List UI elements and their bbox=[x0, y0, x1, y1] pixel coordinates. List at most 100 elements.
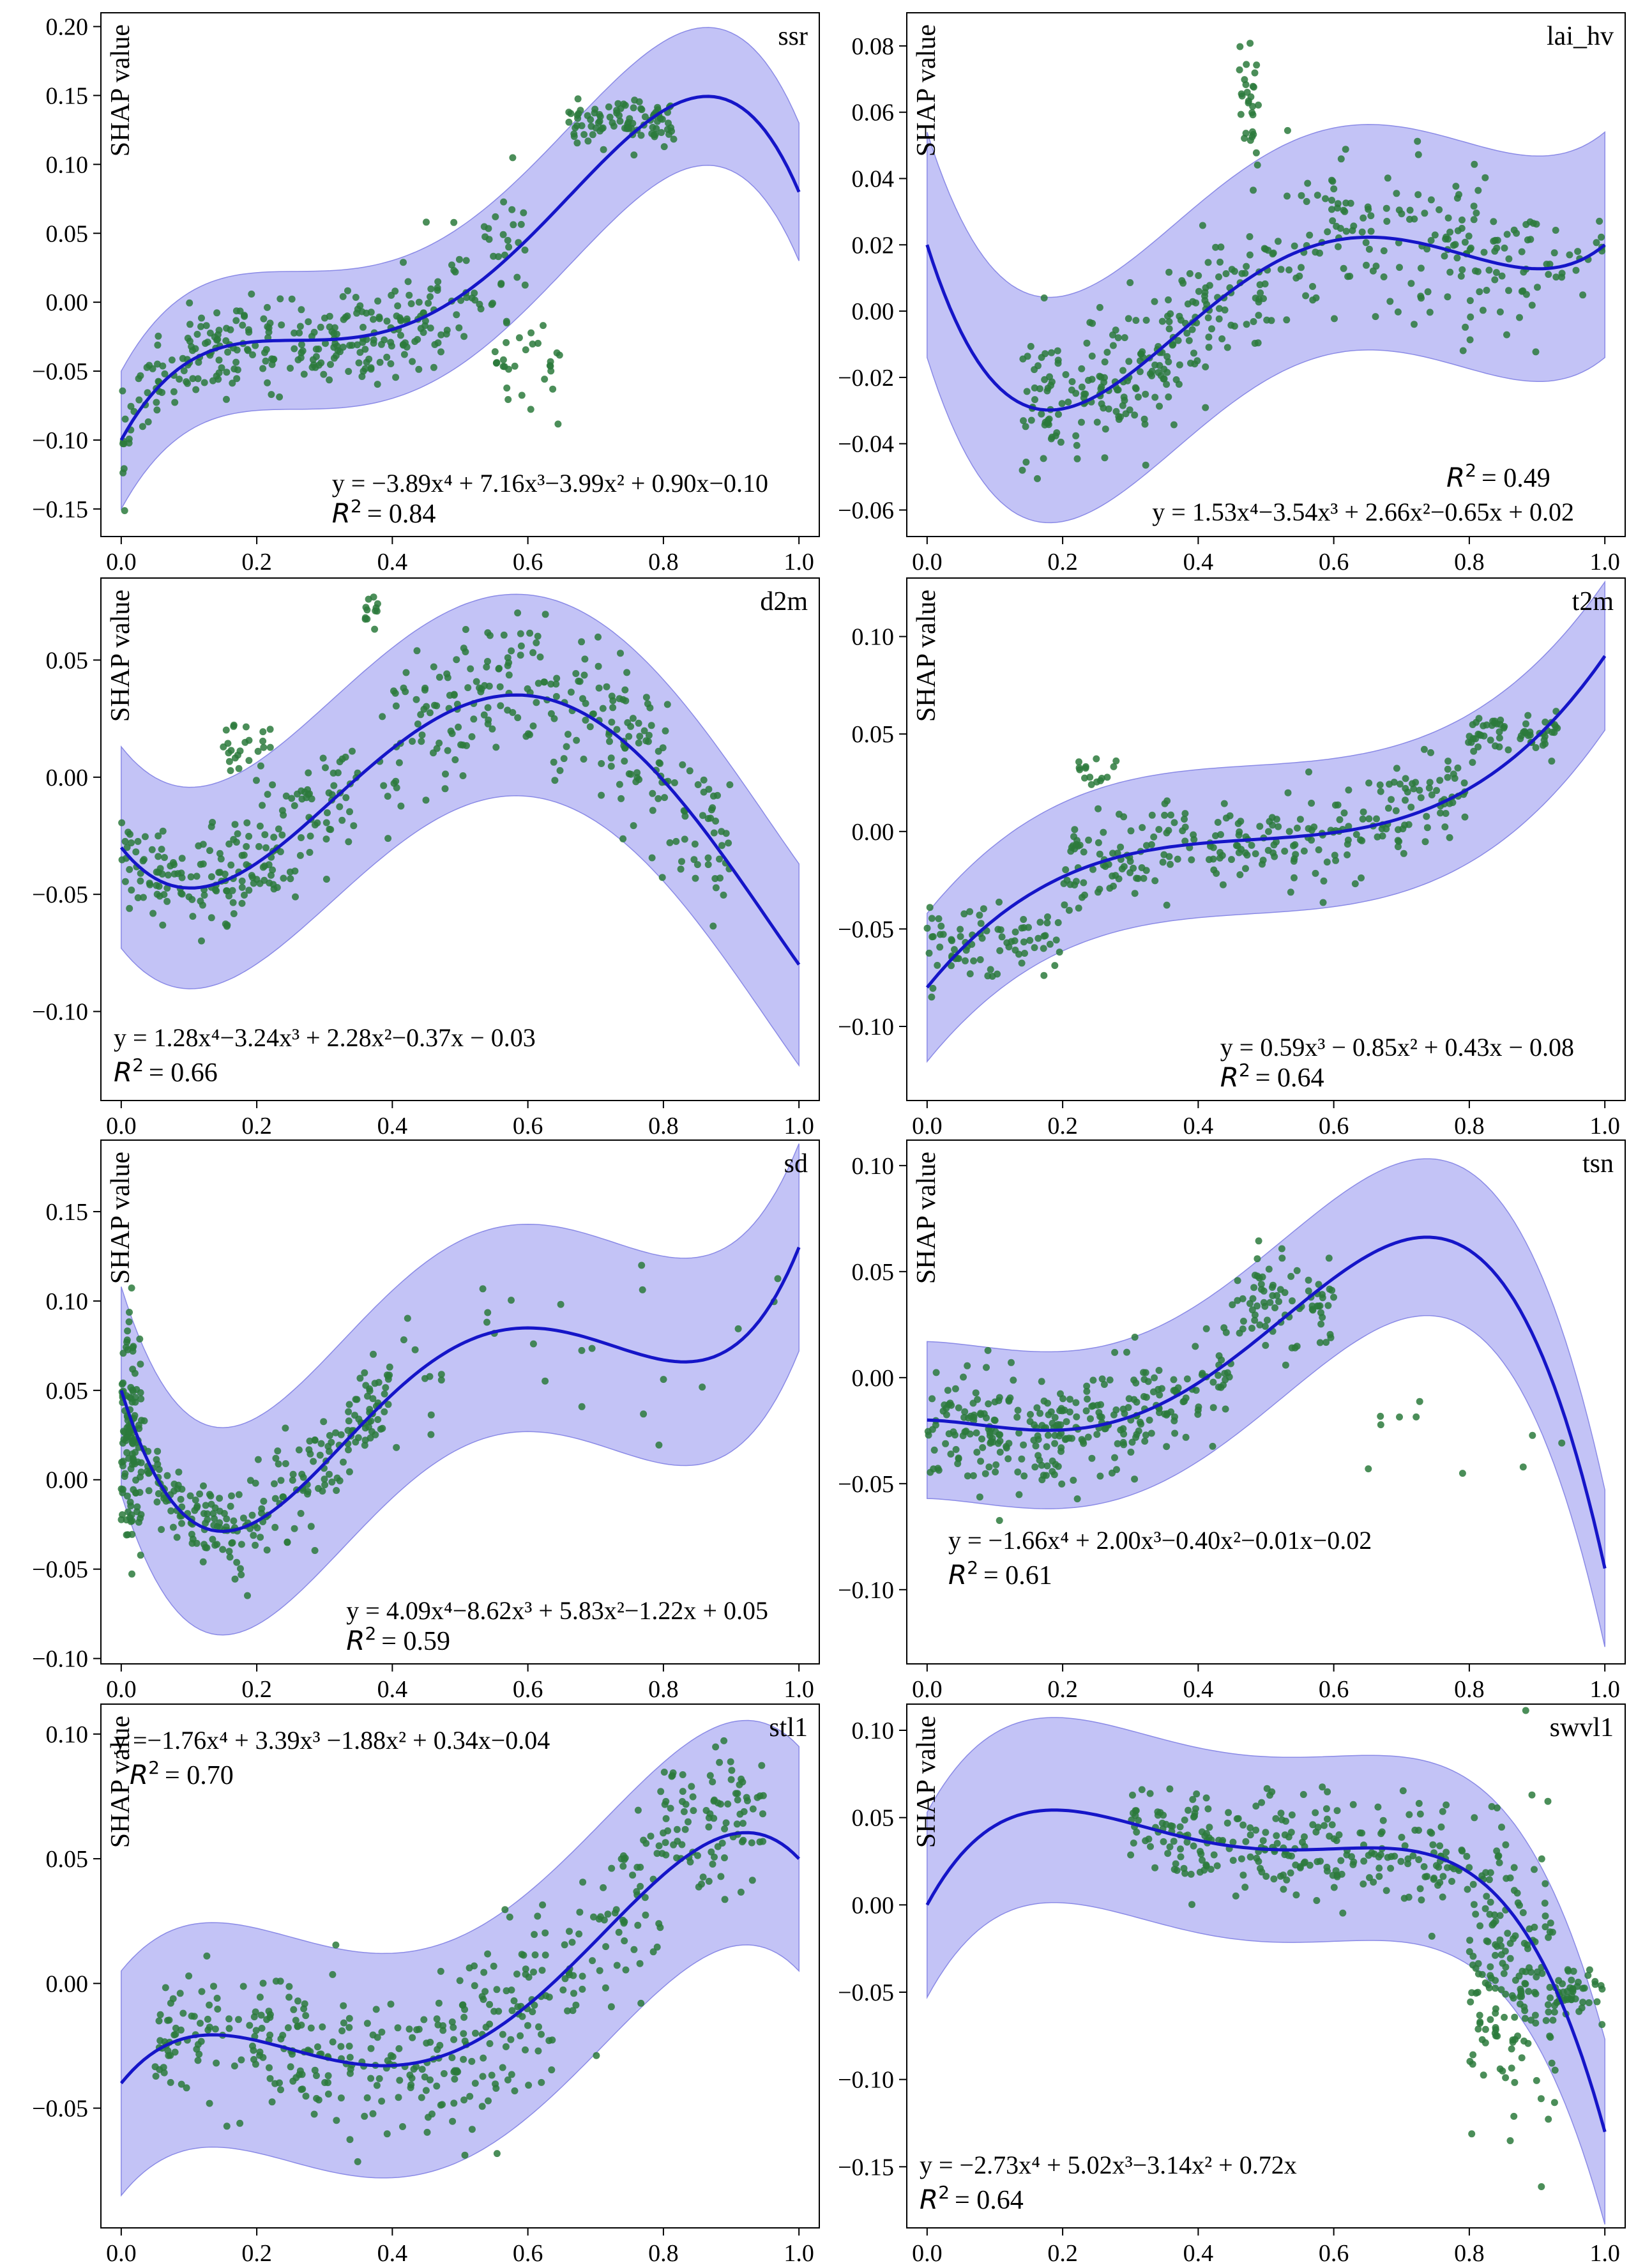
scatter-point bbox=[256, 822, 264, 830]
scatter-point bbox=[266, 743, 274, 751]
scatter-point bbox=[1464, 1886, 1471, 1893]
scatter-point bbox=[1446, 800, 1453, 807]
scatter-point bbox=[508, 1986, 515, 1994]
scatter-point bbox=[1549, 2016, 1557, 2024]
scatter-point bbox=[1502, 2074, 1510, 2082]
scatter-point bbox=[232, 317, 240, 324]
scatter-point bbox=[1202, 1325, 1210, 1332]
y-tick-label: 0.15 bbox=[46, 82, 89, 109]
scatter-point bbox=[277, 1477, 285, 1484]
scatter-point bbox=[330, 782, 338, 789]
scatter-point bbox=[637, 1863, 644, 1871]
scatter-point bbox=[391, 287, 399, 295]
scatter-point bbox=[1212, 243, 1220, 251]
scatter-point bbox=[216, 1495, 224, 1502]
scatter-point bbox=[542, 611, 549, 618]
scatter-point bbox=[1098, 400, 1105, 408]
panel-title: ssr bbox=[778, 22, 808, 51]
scatter-point bbox=[1331, 802, 1339, 809]
scatter-point bbox=[216, 850, 224, 857]
scatter-point bbox=[403, 343, 411, 351]
scatter-point bbox=[1255, 1857, 1262, 1865]
scatter-point bbox=[1100, 1381, 1108, 1388]
scatter-point bbox=[167, 1999, 174, 2007]
scatter-point bbox=[256, 2048, 264, 2056]
scatter-point bbox=[1467, 313, 1474, 321]
scatter-point bbox=[576, 678, 584, 685]
scatter-point bbox=[1545, 2115, 1552, 2123]
scatter-point bbox=[1207, 1866, 1215, 1873]
scatter-point bbox=[227, 1502, 234, 1510]
scatter-point bbox=[230, 910, 238, 917]
scatter-point bbox=[507, 2036, 515, 2043]
y-axis-label: SHAP value bbox=[106, 1152, 135, 1284]
scatter-point bbox=[1184, 300, 1192, 308]
scatter-point bbox=[1246, 233, 1254, 240]
scatter-point bbox=[511, 2087, 519, 2094]
scatter-point bbox=[1022, 423, 1029, 431]
scatter-point bbox=[1552, 273, 1560, 281]
scatter-point bbox=[605, 103, 612, 110]
scatter-point bbox=[333, 2117, 340, 2124]
scatter-point bbox=[1093, 418, 1101, 426]
scatter-point bbox=[451, 2075, 458, 2083]
scatter-point bbox=[1527, 236, 1535, 243]
scatter-point bbox=[1215, 1383, 1222, 1391]
scatter-point bbox=[1183, 1838, 1191, 1846]
scatter-point bbox=[595, 1916, 603, 1923]
scatter-point bbox=[477, 688, 485, 696]
scatter-point bbox=[962, 957, 969, 964]
scatter-point bbox=[1248, 1306, 1256, 1314]
scatter-point bbox=[1548, 758, 1556, 765]
scatter-point bbox=[628, 125, 635, 132]
scatter-point bbox=[1165, 296, 1172, 303]
scatter-point bbox=[1249, 82, 1257, 90]
scatter-point bbox=[1436, 1842, 1444, 1850]
scatter-point bbox=[690, 856, 698, 864]
scatter-point bbox=[1181, 810, 1189, 818]
y-tick-label: 0.20 bbox=[46, 14, 89, 41]
scatter-point bbox=[378, 2098, 386, 2105]
scatter-point bbox=[402, 669, 410, 676]
scatter-point bbox=[1216, 258, 1224, 266]
scatter-point bbox=[1171, 1387, 1179, 1394]
scatter-point bbox=[340, 2019, 347, 2027]
scatter-point bbox=[540, 322, 547, 330]
scatter-point bbox=[1410, 785, 1418, 793]
scatter-point bbox=[1020, 916, 1027, 923]
scatter-point bbox=[529, 340, 536, 348]
scatter-point bbox=[690, 1807, 697, 1815]
scatter-point bbox=[1256, 823, 1264, 830]
scatter-point bbox=[461, 2151, 469, 2159]
scatter-point bbox=[1277, 1286, 1284, 1293]
scatter-point bbox=[384, 835, 392, 842]
scatter-point bbox=[316, 1451, 324, 1459]
scatter-point bbox=[250, 2055, 257, 2063]
scatter-point bbox=[1454, 764, 1462, 772]
scatter-point bbox=[1204, 1805, 1212, 1813]
fit-curve bbox=[925, 655, 1607, 989]
scatter-point bbox=[1296, 1863, 1304, 1870]
x-tick-label: 0.8 bbox=[1454, 549, 1485, 575]
r-squared-exponent: 2 bbox=[365, 1623, 376, 1644]
y-tick-label: −0.10 bbox=[32, 1646, 88, 1673]
scatter-point bbox=[565, 731, 572, 738]
scatter-point bbox=[655, 795, 662, 802]
scatter-point bbox=[591, 105, 599, 113]
scatter-point bbox=[1499, 2067, 1506, 2075]
scatter-point bbox=[268, 2098, 276, 2106]
scatter-point bbox=[1533, 1968, 1541, 1976]
scatter-point bbox=[206, 847, 213, 855]
scatter-point bbox=[1502, 1841, 1510, 1848]
scatter-point bbox=[298, 2085, 305, 2093]
scatter-point bbox=[1241, 849, 1249, 857]
scatter-point bbox=[379, 713, 386, 720]
scatter-point bbox=[119, 1458, 127, 1465]
scatter-point bbox=[1214, 819, 1222, 826]
scatter-point bbox=[1236, 66, 1243, 73]
scatter-point bbox=[480, 223, 488, 231]
scatter-point bbox=[1259, 857, 1267, 864]
scatter-point bbox=[304, 1490, 311, 1498]
scatter-point bbox=[171, 2031, 178, 2039]
scatter-point bbox=[1416, 1810, 1424, 1818]
